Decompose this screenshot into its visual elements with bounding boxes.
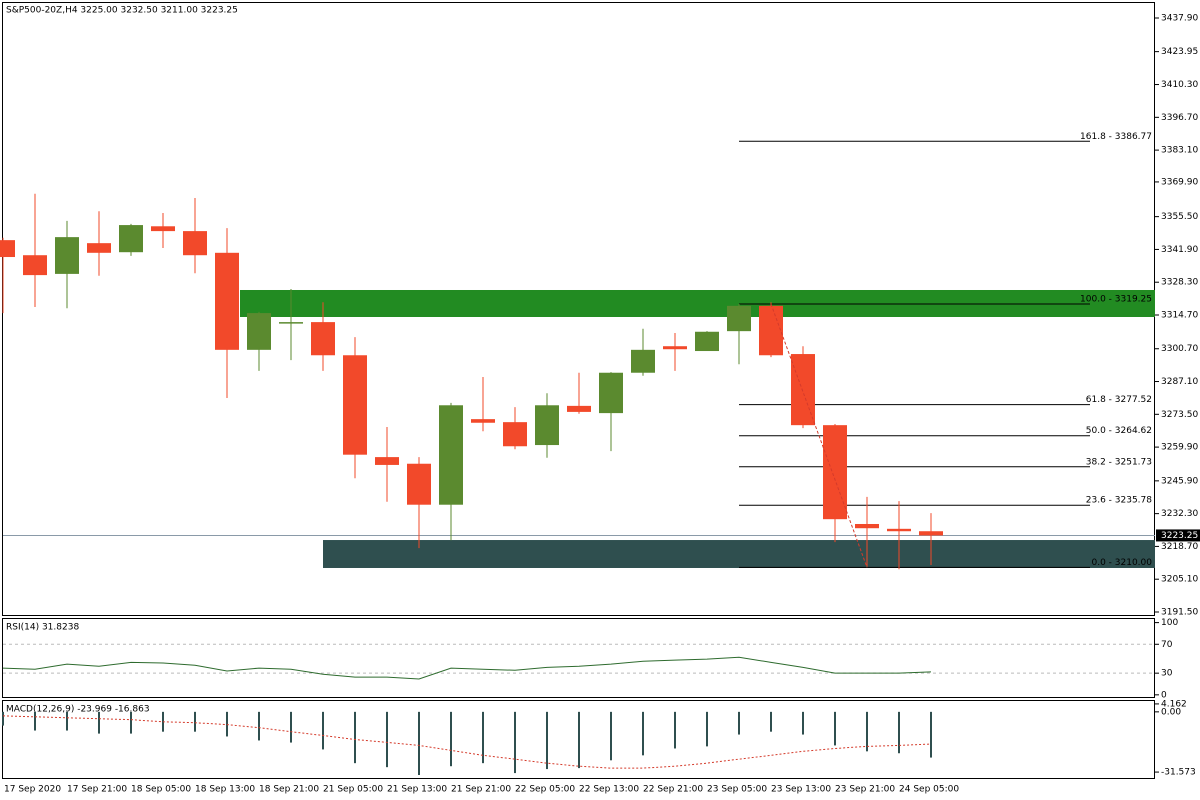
y-tick-label: 3423.95 <box>1161 47 1198 57</box>
candle-body <box>407 463 431 505</box>
candle-body <box>311 322 335 356</box>
candle-body <box>727 305 751 332</box>
y-tick-label: 3205.10 <box>1161 575 1198 585</box>
y-tick-label: 3437.90 <box>1161 14 1198 24</box>
fib-label: 161.8 - 3386.77 <box>1080 132 1152 142</box>
x-tick-label: 22 Sep 05:00 <box>515 785 575 795</box>
candle-body <box>87 243 111 253</box>
y-tick-label: 3300.70 <box>1161 344 1198 354</box>
x-tick-label: 21 Sep 13:00 <box>387 785 447 795</box>
candle-body <box>215 252 239 350</box>
x-tick-label: 21 Sep 05:00 <box>323 785 383 795</box>
candle-body <box>0 240 15 258</box>
y-tick-label: 3383.10 <box>1161 146 1198 156</box>
y-tick-label: 3232.30 <box>1161 509 1198 519</box>
y-tick-label: 100 <box>1161 618 1178 628</box>
last-price-box <box>1156 529 1200 542</box>
candle-body <box>183 231 207 256</box>
x-tick-label: 22 Sep 21:00 <box>643 785 703 795</box>
y-tick-label: 0 <box>1161 690 1167 700</box>
y-tick-label: 3341.90 <box>1161 245 1198 255</box>
x-tick-label: 18 Sep 21:00 <box>259 785 319 795</box>
candle-body <box>119 225 143 253</box>
signal-line <box>2 715 932 769</box>
candle-body <box>599 372 623 414</box>
y-tick-label: 3287.10 <box>1161 377 1198 387</box>
y-tick-label: 3314.70 <box>1161 310 1198 320</box>
fib-label: 38.2 - 3251.73 <box>1086 457 1152 467</box>
candle-body <box>279 322 303 324</box>
x-tick-label: 24 Sep 05:00 <box>899 785 959 795</box>
x-tick-label: 23 Sep 05:00 <box>707 785 767 795</box>
y-tick-label: 3328.30 <box>1161 278 1198 288</box>
y-tick-label: 3245.90 <box>1161 476 1198 486</box>
candle-body <box>439 405 463 505</box>
candle-body <box>343 355 367 455</box>
y-tick-label: -31.573 <box>1161 768 1196 778</box>
candle-body <box>855 523 879 529</box>
candle-body <box>695 331 719 352</box>
candle-body <box>503 422 527 447</box>
candle-body <box>151 226 175 232</box>
candle-body <box>23 255 47 276</box>
candle-body <box>887 528 911 532</box>
y-tick-label: 3273.50 <box>1161 410 1198 420</box>
x-tick-label: 18 Sep 13:00 <box>195 785 255 795</box>
last-price-label: 3223.25 <box>1161 531 1198 541</box>
rsi-line <box>2 656 932 680</box>
zone <box>240 289 1155 317</box>
candle-body <box>247 313 271 350</box>
y-tick-label: 70 <box>1161 640 1173 650</box>
candle-body <box>631 349 655 373</box>
candle-body <box>535 405 559 446</box>
rsi-panel <box>2 618 1155 698</box>
y-tick-label: 3369.90 <box>1161 177 1198 187</box>
fib-trendline <box>770 303 868 568</box>
y-tick-label: 0.00 <box>1161 707 1181 717</box>
rsi-title: RSI(14) 31.8238 <box>6 623 79 633</box>
y-tick-label: 3191.50 <box>1161 607 1198 617</box>
y-tick-label: 3410.30 <box>1161 80 1198 90</box>
chart-title: S&P500-20Z,H4 3225.00 3232.50 3211.00 32… <box>6 6 238 16</box>
candle-body <box>759 305 783 356</box>
fib-label: 23.6 - 3235.78 <box>1086 496 1152 506</box>
zone <box>323 540 1155 568</box>
x-tick-label: 18 Sep 05:00 <box>131 785 191 795</box>
x-tick-label: 21 Sep 21:00 <box>451 785 511 795</box>
candle-body <box>663 346 687 350</box>
macd-title: MACD(12,26,9) -23.969 -16.863 <box>6 705 150 715</box>
candle-body <box>823 425 847 520</box>
macd-panel <box>2 700 1155 779</box>
candle-body <box>567 405 591 412</box>
x-tick-label: 17 Sep 2020 <box>4 785 61 795</box>
y-tick-label: 4.162 <box>1161 699 1187 709</box>
fib-label: 100.0 - 3319.25 <box>1080 295 1152 305</box>
y-tick-label: 3259.90 <box>1161 443 1198 453</box>
x-tick-label: 17 Sep 21:00 <box>67 785 127 795</box>
fib-label: 61.8 - 3277.52 <box>1086 395 1152 405</box>
y-tick-label: 30 <box>1161 669 1173 679</box>
x-tick-label: 22 Sep 13:00 <box>579 785 639 795</box>
fib-label: 50.0 - 3264.62 <box>1086 426 1152 436</box>
y-tick-label: 3355.50 <box>1161 212 1198 222</box>
candle-body <box>471 419 495 423</box>
x-tick-label: 23 Sep 21:00 <box>835 785 895 795</box>
candle-body <box>55 237 79 274</box>
candle-body <box>919 531 943 536</box>
fib-label: 0.0 - 3210.00 <box>1092 558 1153 568</box>
y-tick-label: 3396.70 <box>1161 113 1198 123</box>
candle-body <box>375 457 399 465</box>
y-tick-label: 3218.70 <box>1161 542 1198 552</box>
x-tick-label: 23 Sep 13:00 <box>771 785 831 795</box>
